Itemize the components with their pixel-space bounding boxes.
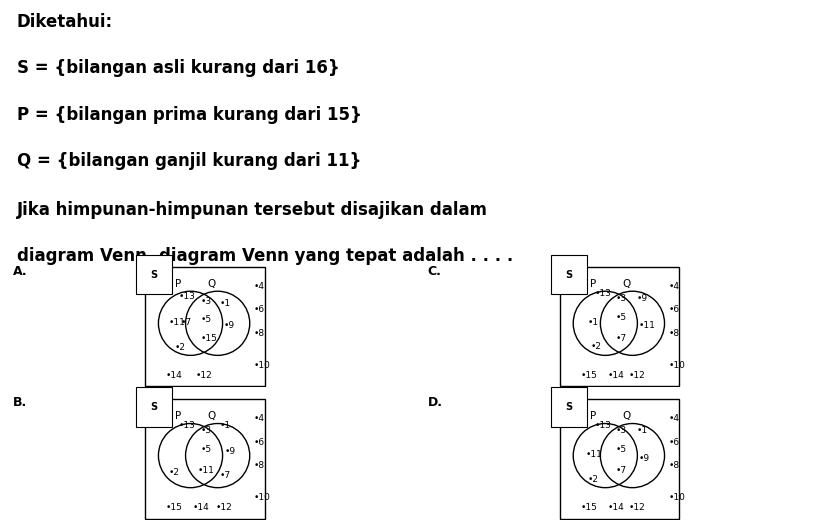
Text: •7: •7 <box>615 466 626 475</box>
Text: C.: C. <box>427 265 442 278</box>
Text: •6: •6 <box>253 305 265 314</box>
Text: •14: •14 <box>166 371 183 380</box>
Text: •12: •12 <box>628 503 645 512</box>
Text: P: P <box>175 411 181 421</box>
Text: •14: •14 <box>608 371 624 380</box>
Text: •1: •1 <box>220 422 231 430</box>
Text: •11: •11 <box>198 466 215 475</box>
Text: •4: •4 <box>668 414 680 423</box>
Text: •2: •2 <box>168 468 179 477</box>
Text: •6: •6 <box>668 305 680 314</box>
Text: D.: D. <box>427 396 442 410</box>
Text: •10: •10 <box>253 493 271 502</box>
Text: •2: •2 <box>174 343 185 352</box>
Text: Jika himpunan-himpunan tersebut disajikan dalam: Jika himpunan-himpunan tersebut disajika… <box>17 201 488 219</box>
Text: P = {bilangan prima kurang dari 15}: P = {bilangan prima kurang dari 15} <box>17 106 361 123</box>
Text: •5: •5 <box>200 445 211 454</box>
Text: •13: •13 <box>178 422 195 430</box>
Text: Diketahui:: Diketahui: <box>17 13 113 31</box>
Text: •13: •13 <box>594 422 611 430</box>
Bar <box>145 399 265 519</box>
Text: •2: •2 <box>588 475 599 484</box>
Text: •11: •11 <box>586 450 603 459</box>
Text: P: P <box>175 279 181 289</box>
Text: •7: •7 <box>220 471 231 480</box>
Text: •1: •1 <box>588 318 599 327</box>
Text: •4: •4 <box>253 414 265 423</box>
Text: •10: •10 <box>668 493 685 502</box>
Text: S: S <box>150 270 158 280</box>
Text: Q: Q <box>622 411 630 421</box>
Bar <box>560 399 680 519</box>
Text: •9: •9 <box>224 321 235 330</box>
Text: •10: •10 <box>253 361 271 370</box>
Text: •12: •12 <box>628 371 645 380</box>
Text: •5: •5 <box>200 315 211 324</box>
Text: P: P <box>590 279 596 289</box>
Text: •5: •5 <box>615 445 626 454</box>
Text: •2: •2 <box>591 342 602 351</box>
Text: •4: •4 <box>668 282 680 291</box>
Text: •11: •11 <box>639 321 655 330</box>
Text: S = {bilangan asli kurang dari 16}: S = {bilangan asli kurang dari 16} <box>17 59 339 77</box>
Text: •7: •7 <box>181 318 192 327</box>
Text: B.: B. <box>13 396 27 410</box>
Text: •9: •9 <box>225 447 236 456</box>
Text: •1: •1 <box>636 426 647 435</box>
Text: •8: •8 <box>253 461 265 470</box>
Text: •12: •12 <box>195 371 212 380</box>
Bar <box>560 267 680 386</box>
Text: •8: •8 <box>668 329 680 338</box>
Text: S: S <box>565 270 572 280</box>
Text: •15: •15 <box>166 503 183 512</box>
Text: Q = {bilangan ganjil kurang dari 11}: Q = {bilangan ganjil kurang dari 11} <box>17 152 361 170</box>
Text: P: P <box>590 411 596 421</box>
Text: •7: •7 <box>615 333 626 343</box>
Text: •11: •11 <box>168 318 185 327</box>
Text: •6: •6 <box>253 437 265 447</box>
Text: •13: •13 <box>178 292 195 301</box>
Text: •12: •12 <box>215 503 232 512</box>
Bar <box>145 267 265 386</box>
Text: diagram Venn, diagram Venn yang tepat adalah . . . .: diagram Venn, diagram Venn yang tepat ad… <box>17 247 513 265</box>
Text: •8: •8 <box>253 329 265 338</box>
Text: S: S <box>150 402 158 412</box>
Text: •3: •3 <box>200 297 211 306</box>
Text: •5: •5 <box>615 312 626 322</box>
Text: •13: •13 <box>594 289 611 298</box>
Text: Q: Q <box>207 411 215 421</box>
Text: •6: •6 <box>668 437 680 447</box>
Text: •14: •14 <box>193 503 210 512</box>
Text: •3: •3 <box>200 426 211 435</box>
Text: Q: Q <box>207 279 215 289</box>
Text: •1: •1 <box>220 299 231 308</box>
Text: •9: •9 <box>639 454 649 463</box>
Text: •14: •14 <box>608 503 624 512</box>
Text: •15: •15 <box>200 333 217 343</box>
Text: •10: •10 <box>668 361 685 370</box>
Text: •4: •4 <box>253 282 265 291</box>
Text: A.: A. <box>13 265 27 278</box>
Text: •8: •8 <box>668 461 680 470</box>
Text: S: S <box>565 402 572 412</box>
Text: •3: •3 <box>615 426 626 435</box>
Text: •9: •9 <box>636 294 647 303</box>
Text: •15: •15 <box>581 371 597 380</box>
Text: •15: •15 <box>581 503 597 512</box>
Text: •3: •3 <box>615 294 626 303</box>
Text: Q: Q <box>622 279 630 289</box>
